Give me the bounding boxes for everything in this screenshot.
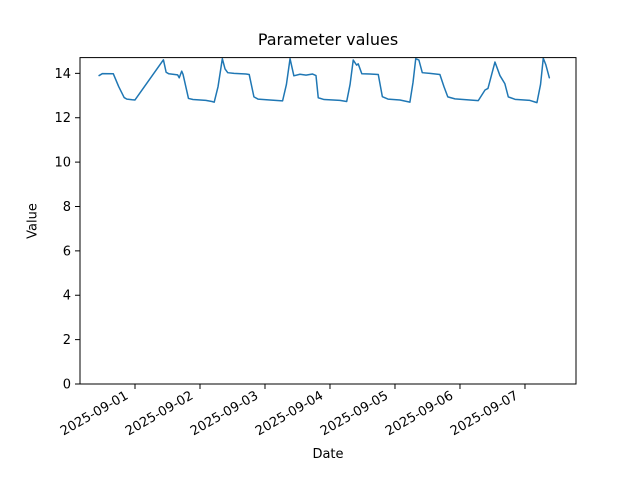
y-tick-label: 2 [63,333,71,348]
y-tick-label: 6 [63,244,71,259]
data-line [98,57,551,104]
y-tick-label: 14 [54,67,71,82]
y-axis-label: Value [25,203,41,239]
y-tick-label: 4 [63,289,71,304]
y-tick-label: 8 [63,200,71,215]
x-tick-label: 2025-09-04 [253,388,326,439]
chart-title: Parameter values [257,30,399,49]
y-tick-label: 10 [54,156,71,171]
x-axis-label: Date [312,447,344,462]
x-tick-label: 2025-09-03 [188,388,261,439]
y-tick-label: 0 [63,378,71,393]
y-tick-label: 12 [54,111,71,126]
x-tick-label: 2025-09-01 [58,388,131,439]
x-tick-label: 2025-09-06 [383,388,456,439]
x-tick-label: 2025-09-05 [318,388,391,439]
x-tick-label: 2025-09-02 [123,388,196,439]
axes-frame [79,57,577,385]
x-tick-label: 2025-09-07 [448,388,521,439]
